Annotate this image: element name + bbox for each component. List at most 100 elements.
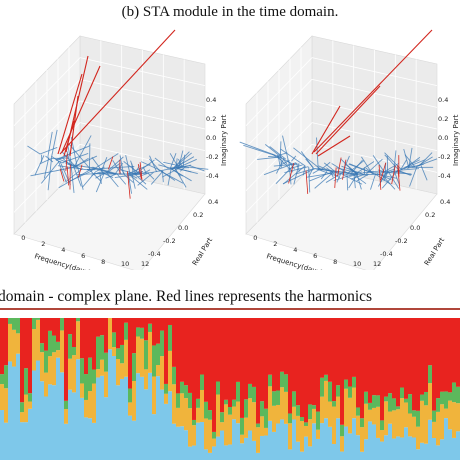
bar-segment	[224, 318, 229, 400]
bar-segment	[8, 318, 13, 324]
bar-segment	[240, 318, 245, 418]
bar-segment	[68, 389, 73, 460]
spectrum-line	[330, 171, 334, 178]
bar-segment	[448, 392, 453, 401]
harmonic-line	[397, 165, 401, 191]
bar-segment	[172, 423, 177, 460]
grid-line	[13, 57, 81, 126]
spectrum-line	[147, 172, 155, 180]
bar-segment	[96, 369, 101, 378]
harmonic-line	[317, 135, 351, 157]
spectrum-line	[149, 155, 158, 173]
bar-segment	[204, 418, 209, 450]
bar-segment	[156, 376, 161, 460]
bar-segment	[28, 401, 33, 409]
spectrum-line	[280, 157, 282, 168]
bar-segment	[204, 401, 209, 419]
bar-segment	[432, 410, 437, 422]
bar-segment	[364, 391, 369, 404]
bar-segment	[80, 318, 85, 359]
bar-segment	[148, 331, 153, 373]
bar-segment	[164, 383, 169, 394]
x-tick-label: 4	[61, 246, 65, 254]
bar-segment	[172, 384, 177, 424]
bar-segment	[100, 359, 105, 376]
bar-segment	[64, 400, 69, 410]
bar-segment	[372, 424, 377, 460]
harmonic-line	[342, 159, 347, 180]
spectrum-line	[318, 165, 333, 173]
stacked-bar-figure	[0, 318, 460, 460]
harmonic-line	[313, 29, 433, 153]
axes-box	[13, 35, 206, 270]
spectrum-line	[169, 153, 177, 170]
bar-segment	[160, 318, 165, 331]
bar-segment	[236, 401, 241, 424]
bar-segment	[392, 438, 397, 460]
bar-segment	[276, 318, 281, 391]
bar-segment	[160, 330, 165, 357]
bar-segment	[336, 385, 341, 397]
bar-segment	[356, 435, 361, 460]
bar-segment	[172, 366, 177, 385]
spectrum-line	[106, 162, 121, 174]
bar-segment	[372, 395, 377, 408]
bar-segment	[416, 449, 421, 460]
bar-segment	[60, 372, 65, 460]
x-tick-label: 6	[313, 252, 317, 260]
figure-caption-b: (b) STA module in the time domain.	[121, 4, 339, 20]
bar-segment	[384, 318, 389, 397]
bar-segment	[176, 393, 181, 408]
bar-segment	[396, 409, 401, 437]
bar-segment	[20, 422, 25, 460]
bar-segment	[252, 402, 257, 441]
bar-segment	[352, 376, 357, 388]
spectrum-line	[309, 171, 332, 182]
bar-segment	[328, 381, 333, 402]
bar-segment	[456, 386, 460, 404]
bar-segment	[380, 420, 385, 431]
spectrum-line	[137, 172, 149, 178]
bar-segment	[192, 445, 197, 460]
bar-segment	[132, 318, 137, 354]
bar-segment	[456, 403, 460, 432]
bar-segment	[92, 318, 97, 370]
y-tick-label: 0.0	[178, 224, 188, 232]
bar-segment	[212, 318, 217, 432]
bar-segment	[404, 318, 409, 399]
spectrum-line	[167, 169, 172, 186]
bar-segment	[20, 412, 25, 423]
bar-segment	[92, 422, 97, 460]
y-tick-label: -0.4	[148, 250, 161, 258]
bar-segment	[96, 336, 101, 370]
bar-segment	[292, 419, 297, 460]
bar-segment	[332, 443, 337, 460]
harmonic-line	[108, 156, 114, 170]
spectrum-line	[282, 135, 289, 161]
harmonic-line	[337, 157, 342, 177]
bar-segment	[16, 318, 21, 334]
spectrum-line	[100, 157, 108, 173]
spectrum-line	[99, 172, 102, 185]
harmonic-line	[391, 165, 396, 185]
bar-segment	[272, 405, 277, 432]
bar-segment	[304, 422, 309, 426]
bar-segment	[232, 318, 237, 400]
spectrum-line	[320, 161, 331, 171]
bar-segment	[344, 388, 349, 427]
bar-segment	[284, 374, 289, 392]
bar-segment	[428, 419, 433, 460]
bar-segment	[220, 422, 225, 431]
bar-segment	[156, 318, 161, 344]
spectrum-line	[51, 155, 58, 161]
bar-segment	[436, 411, 441, 446]
bar-segment	[152, 376, 157, 415]
bar-segment	[136, 318, 141, 328]
bar-segment	[408, 318, 413, 395]
spectrum-line	[30, 166, 77, 177]
bar-segment	[228, 407, 233, 415]
bar-segment	[104, 318, 109, 353]
bar-segment	[44, 350, 49, 373]
bar-segment	[376, 437, 381, 460]
bar-segment	[256, 452, 261, 460]
